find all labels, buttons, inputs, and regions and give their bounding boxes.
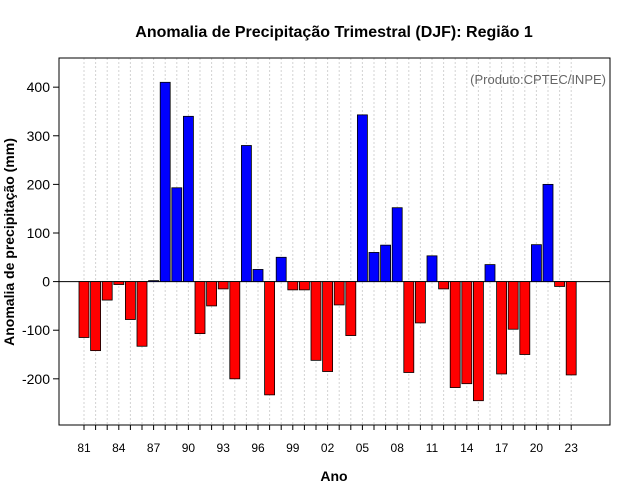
x-tick-label: 02 [321,441,335,455]
bar-05 [356,114,368,283]
y-axis: -200 -100 0 100 200 300 400 [22,79,59,387]
bar-20 [531,244,542,283]
bar-81 [78,281,90,338]
y-tick-label: 300 [27,128,51,144]
y-tick-label: 0 [42,274,50,290]
y-tick-label: 200 [27,176,51,192]
x-tick-label: 87 [147,441,161,455]
bar-22 [554,281,565,287]
bar-96 [252,269,264,283]
bar-00 [298,281,310,291]
y-tick-label: 400 [27,79,51,95]
x-tick-label: 84 [112,441,126,455]
credit-label: (Produto:CPTEC/INPE) [470,72,606,87]
bar-98 [275,256,287,283]
bar-19 [519,281,531,355]
bar-15 [472,281,484,402]
bar-02 [322,281,334,372]
bar-04 [345,281,357,336]
bar-95 [240,145,252,283]
x-tick-label: 20 [530,441,544,455]
bar-14 [461,281,473,385]
bar-12 [438,281,450,290]
x-tick-label: 05 [356,441,370,455]
bar-17 [496,281,508,375]
bar-87 [148,280,160,283]
bar-89 [171,187,183,283]
bar-99 [287,281,299,291]
y-tick-label: -100 [22,322,50,338]
x-tick-label: 08 [391,441,405,455]
bar-86 [136,281,148,347]
bar-08 [391,207,403,283]
bar-93 [217,281,229,290]
x-axis-title: Ano [320,468,347,484]
bar-92 [206,281,218,307]
bar-90 [182,115,194,283]
bar-88 [159,81,171,283]
y-axis-title: Anomalia de precipitação (mm) [1,138,17,346]
x-tick-label: 81 [77,441,91,455]
bar-03 [333,281,345,306]
y-tick-label: 100 [27,225,51,241]
x-tick-label: 93 [217,441,231,455]
bar-23 [565,281,577,376]
bar-16 [484,264,496,283]
bar-13 [449,281,461,388]
x-tick-label: 14 [460,441,474,455]
x-tick-label: 96 [251,441,265,455]
bar-85 [125,281,136,320]
bars [78,81,577,402]
bar-82 [90,281,101,352]
x-tick-label: 17 [495,441,509,455]
bar-94 [229,281,241,380]
bar-83 [101,281,113,301]
bar-91 [194,281,206,335]
chart-title: Anomalia de Precipitação Trimestral (DJF… [135,24,533,41]
bar-84 [113,281,125,285]
x-tick-label: 11 [426,441,439,455]
bar-21 [542,183,554,283]
y-tick-label: -200 [22,371,50,387]
bar-06 [368,252,380,283]
x-tick-label: 23 [565,441,579,455]
x-tick-label: 99 [286,441,300,455]
bar-18 [507,281,519,330]
x-tick-label: 90 [182,441,196,455]
x-axis: 81 84 87 90 93 96 99 02 05 08 11 14 17 20 23 [77,425,578,455]
bar-01 [310,281,322,361]
bar-97 [264,281,276,396]
bar-10 [414,281,426,324]
bar-11 [426,255,438,283]
bar-07 [380,244,392,283]
plot-frame [58,57,611,426]
bar-09 [403,281,415,373]
